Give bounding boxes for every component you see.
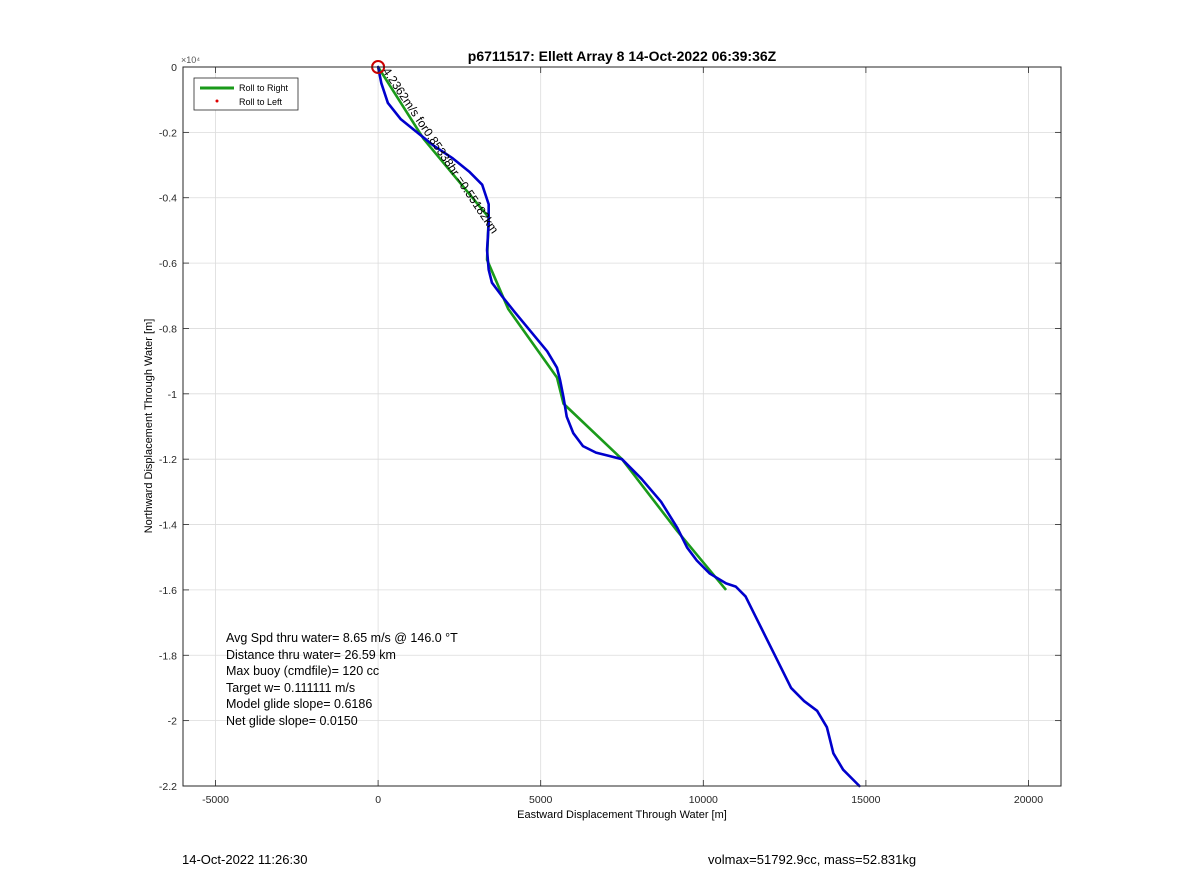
y-tick-label: -1.4 <box>159 520 177 532</box>
y-tick-label: -0.6 <box>159 258 177 270</box>
track-annotation: 4.2362m/s for0.85338hr =0.55182km <box>380 65 502 236</box>
y-tick-label: -1.8 <box>159 650 177 662</box>
y-tick-label: 0 <box>171 62 177 74</box>
series-track <box>376 65 861 788</box>
series-roll-to-right <box>377 66 728 591</box>
stat-net-glide: Net glide slope= 0.0150 <box>226 713 358 728</box>
y-tick-label: -2 <box>168 716 177 728</box>
y-tick-label: -0.2 <box>159 127 177 139</box>
y-axis-exponent: ×10⁴ <box>181 55 200 65</box>
x-tick-label: 15000 <box>851 794 880 806</box>
y-tick-label: -1.2 <box>159 454 177 466</box>
legend-swatch-roll-left <box>215 99 219 103</box>
x-tick-label: 0 <box>375 794 381 806</box>
x-tick-label: -5000 <box>202 794 229 806</box>
y-tick-label: -1 <box>168 389 177 401</box>
stat-max-buoy: Max buoy (cmdfile)= 120 cc <box>226 664 380 678</box>
y-tick-label: -0.8 <box>159 323 177 335</box>
y-tick-label: -0.4 <box>159 193 177 205</box>
ticks: -5000 0 5000 10000 15000 20000 0 -0.2 -0.4 -0.6 -0… <box>159 62 1061 806</box>
stat-target-w: Target w= 0.111111 m/s <box>226 680 356 695</box>
y-tick-label: -2.2 <box>159 781 177 793</box>
axes-box <box>182 66 1062 787</box>
x-tick-label: 10000 <box>689 794 718 806</box>
legend-label-roll-right: Roll to Right <box>239 83 289 93</box>
y-axis-label: Northward Displacement Through Water [m] <box>143 319 155 534</box>
x-axis-label: Eastward Displacement Through Water [m] <box>517 809 727 821</box>
stats-panel: Avg Spd thru water= 8.65 m/s @ 146.0 °T … <box>226 630 458 729</box>
y-tick-label: -1.6 <box>159 585 177 597</box>
footer-volmax-mass: volmax=51792.9cc, mass=52.831kg <box>708 852 917 867</box>
legend-label-roll-left: Roll to Left <box>239 97 283 107</box>
x-tick-label: 5000 <box>529 794 553 806</box>
x-tick-label: 20000 <box>1014 794 1043 806</box>
stat-model-glide: Model glide slope= 0.6186 <box>226 697 373 711</box>
stat-avg-speed: Avg Spd thru water= 8.65 m/s @ 146.0 °T <box>226 631 458 645</box>
footer-timestamp: 14-Oct-2022 11:26:30 <box>182 852 308 867</box>
chart-title: p6711517: Ellett Array 8 14-Oct-2022 06:… <box>468 48 777 64</box>
legend: Roll to Right Roll to Left <box>193 77 299 111</box>
stat-distance: Distance thru water= 26.59 km <box>226 647 396 662</box>
legend-box <box>193 77 299 111</box>
